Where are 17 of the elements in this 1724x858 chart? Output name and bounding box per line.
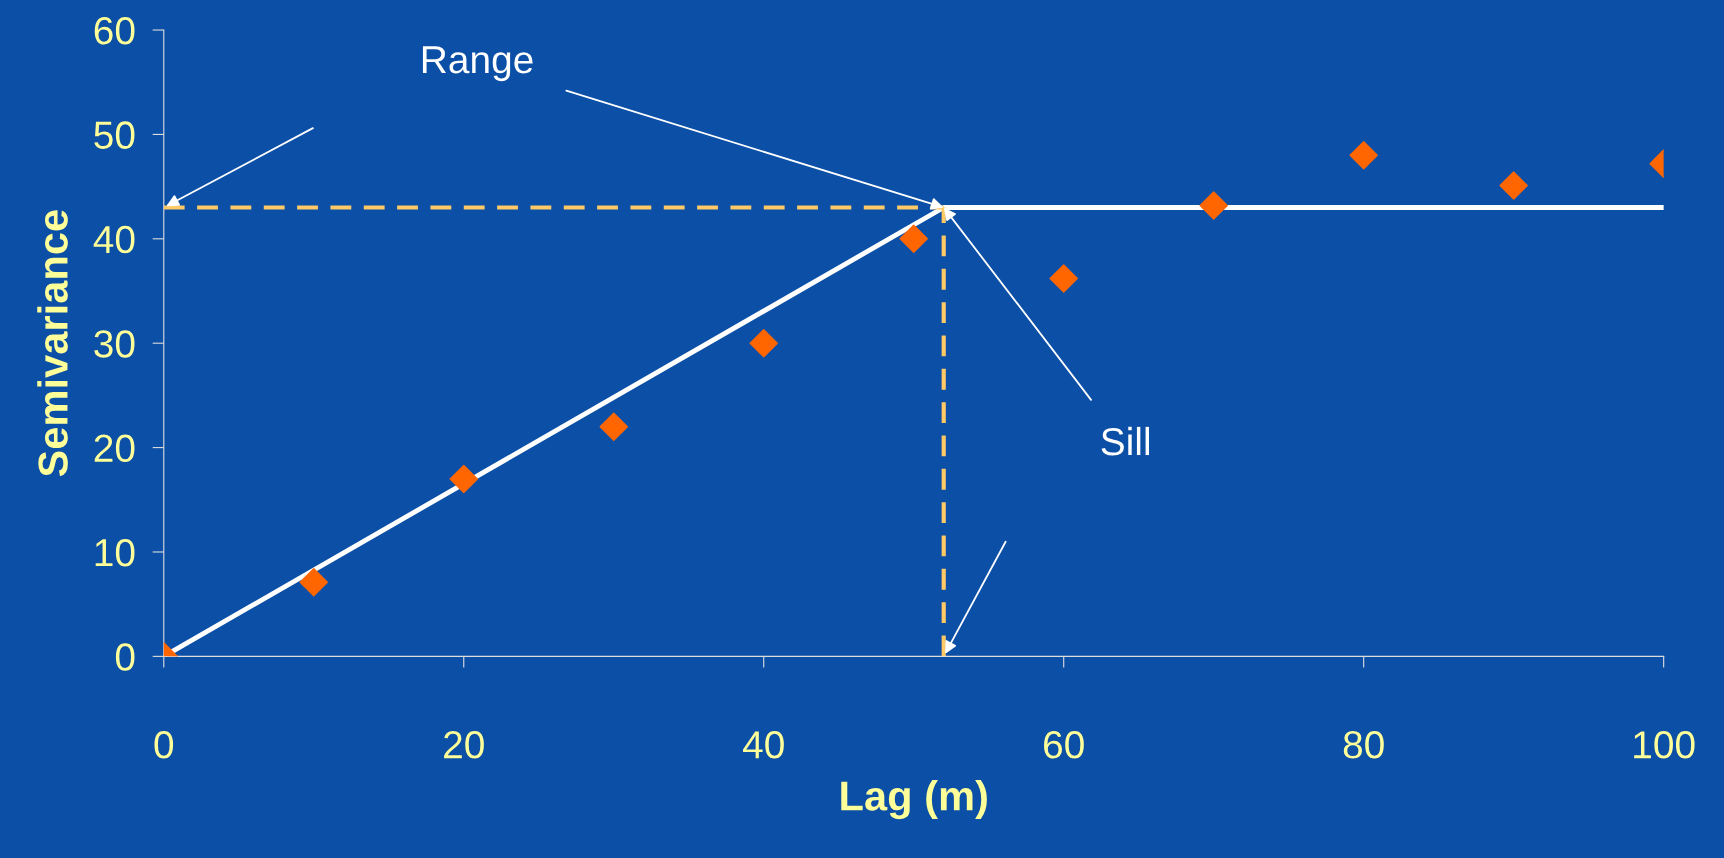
y-tick-label: 60: [94, 16, 135, 45]
x-axis-title: Lag (m): [841, 780, 987, 820]
x-tick-label: 100: [1634, 731, 1695, 759]
annotation: Range: [422, 46, 533, 82]
x-tick-label: 0: [154, 731, 174, 759]
x-tick-label: 80: [1343, 731, 1384, 759]
y-tick-label: 30: [94, 330, 135, 358]
y-tick-label: 50: [94, 121, 135, 149]
x-tick-label: 20: [444, 731, 484, 759]
y-tick-label: 0: [115, 643, 135, 671]
x-tick-label: 40: [743, 731, 784, 759]
y-axis-title: Semivariance: [37, 210, 68, 477]
y-tick-label: 10: [95, 538, 135, 567]
x-tick-label: 60: [1044, 731, 1084, 759]
y-tick-label: 40: [93, 225, 135, 254]
annotation: Sill: [1101, 426, 1149, 456]
y-tick-label: 20: [94, 434, 135, 463]
